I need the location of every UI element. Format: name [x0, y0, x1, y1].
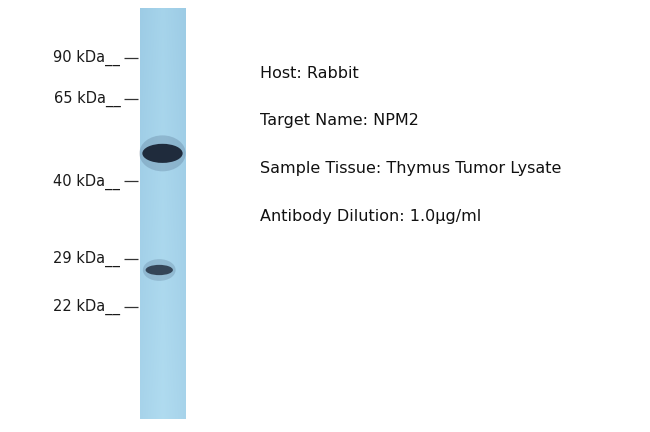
Text: Host: Rabbit: Host: Rabbit: [260, 66, 359, 81]
Ellipse shape: [143, 259, 176, 281]
Text: Sample Tissue: Thymus Tumor Lysate: Sample Tissue: Thymus Tumor Lysate: [260, 161, 562, 176]
Ellipse shape: [146, 265, 173, 275]
Text: 90 kDa__: 90 kDa__: [53, 50, 120, 67]
Text: 40 kDa__: 40 kDa__: [53, 173, 120, 190]
Ellipse shape: [139, 135, 186, 172]
Text: 29 kDa__: 29 kDa__: [53, 251, 120, 267]
Text: Target Name: NPM2: Target Name: NPM2: [260, 114, 419, 128]
Text: Antibody Dilution: 1.0μg/ml: Antibody Dilution: 1.0μg/ml: [260, 209, 481, 223]
Text: 65 kDa__: 65 kDa__: [53, 91, 120, 108]
Text: 22 kDa__: 22 kDa__: [53, 299, 120, 315]
Ellipse shape: [142, 144, 183, 163]
